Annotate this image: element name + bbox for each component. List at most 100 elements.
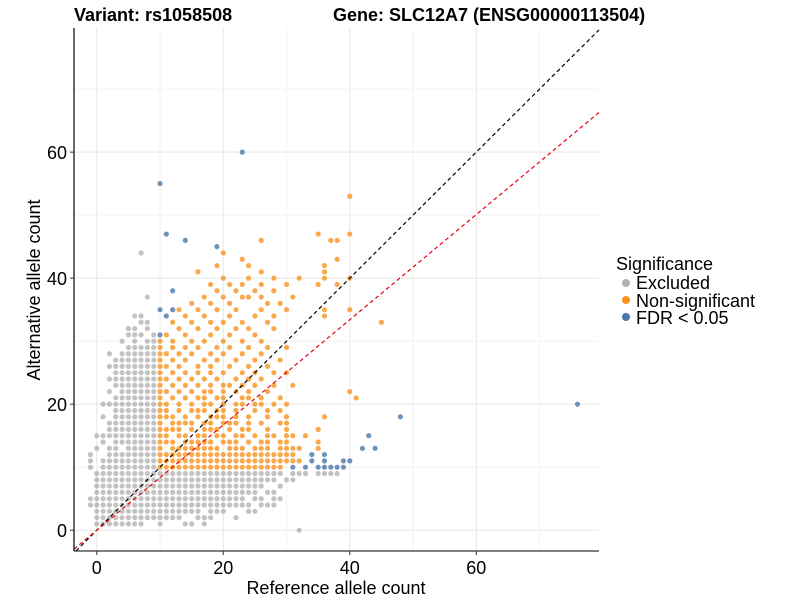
data-point-nonsig — [157, 338, 163, 344]
data-point-excluded — [106, 433, 113, 439]
data-point-nonsig — [258, 451, 264, 458]
data-point-nonsig — [283, 281, 290, 288]
data-point-nonsig — [258, 294, 264, 300]
data-point-excluded — [125, 477, 131, 483]
legend-entry-fdr: FDR < 0.05 — [622, 308, 729, 328]
data-point-excluded — [87, 502, 94, 508]
data-point-nonsig — [271, 288, 277, 294]
data-point-excluded — [132, 483, 138, 489]
data-point-nonsig — [283, 458, 290, 464]
data-point-excluded — [163, 496, 169, 502]
data-point-excluded — [138, 319, 144, 325]
data-point-nonsig — [176, 388, 182, 395]
data-point-nonsig — [258, 464, 264, 470]
data-point-nonsig — [182, 382, 188, 388]
data-point-nonsig — [252, 407, 258, 414]
data-point-nonsig — [227, 445, 233, 451]
data-point-nonsig — [252, 401, 258, 407]
data-point-nonsig — [195, 370, 201, 376]
data-point-nonsig — [296, 445, 302, 451]
data-point-nonsig — [201, 439, 207, 445]
x-tick-label: 20 — [213, 558, 233, 578]
data-point-fdr — [372, 445, 378, 451]
data-point-excluded — [87, 451, 94, 458]
data-point-nonsig — [239, 338, 245, 344]
data-point-excluded — [233, 515, 239, 521]
data-point-nonsig — [201, 357, 207, 363]
data-point-excluded — [233, 496, 239, 502]
data-point-nonsig — [264, 433, 271, 439]
legend-marker-fdr — [622, 313, 630, 321]
data-point-excluded — [277, 483, 283, 489]
data-point-nonsig — [227, 281, 233, 288]
data-point-excluded — [138, 426, 144, 432]
data-point-excluded — [113, 420, 119, 426]
data-point-nonsig — [227, 332, 233, 338]
data-point-nonsig — [334, 281, 340, 288]
data-point-excluded — [125, 401, 131, 407]
data-point-excluded — [195, 496, 201, 502]
data-point-excluded — [233, 470, 239, 477]
data-point-excluded — [239, 483, 245, 489]
data-point-excluded — [132, 515, 138, 521]
data-point-nonsig — [201, 388, 207, 395]
data-point-nonsig — [220, 395, 226, 401]
data-point-nonsig — [189, 420, 195, 426]
data-point-nonsig — [239, 370, 245, 376]
data-point-excluded — [258, 496, 264, 502]
data-point-nonsig — [176, 420, 182, 426]
data-point-nonsig — [283, 439, 290, 445]
data-point-excluded — [132, 508, 138, 514]
data-point-nonsig — [189, 300, 195, 306]
data-point-excluded — [132, 477, 138, 483]
data-point-nonsig — [201, 395, 207, 401]
data-point-nonsig — [170, 382, 176, 388]
data-point-nonsig — [264, 464, 271, 470]
legend-title: Significance — [616, 254, 713, 274]
data-point-excluded — [125, 363, 131, 369]
data-point-excluded — [94, 433, 100, 439]
data-point-nonsig — [195, 269, 201, 275]
data-point-nonsig — [227, 420, 233, 426]
data-point-excluded — [94, 483, 100, 489]
data-point-excluded — [113, 426, 119, 432]
data-point-excluded — [296, 470, 302, 477]
data-point-nonsig — [170, 319, 176, 325]
data-point-nonsig — [233, 401, 239, 407]
data-point-nonsig — [201, 458, 207, 464]
data-point-nonsig — [208, 464, 214, 470]
data-point-excluded — [214, 477, 220, 483]
legend: Significance Excluded Non-significant FD… — [616, 254, 755, 328]
data-point-excluded — [106, 388, 113, 395]
data-point-excluded — [258, 483, 264, 489]
data-point-excluded — [125, 515, 131, 521]
data-point-nonsig — [220, 458, 226, 464]
data-point-excluded — [151, 338, 157, 344]
data-point-excluded — [125, 433, 131, 439]
data-point-excluded — [239, 477, 245, 483]
data-point-excluded — [214, 489, 220, 495]
data-point-nonsig — [233, 464, 239, 470]
data-point-excluded — [106, 502, 113, 508]
data-point-excluded — [144, 433, 150, 439]
data-point-excluded — [106, 483, 113, 489]
data-point-fdr — [214, 244, 220, 250]
data-point-nonsig — [208, 451, 214, 458]
data-point-nonsig — [233, 414, 239, 420]
data-point-nonsig — [220, 338, 226, 344]
data-point-nonsig — [239, 445, 245, 451]
data-point-excluded — [125, 489, 131, 495]
data-point-excluded — [151, 363, 157, 369]
data-point-excluded — [138, 420, 144, 426]
x-tick-label: 40 — [340, 558, 360, 578]
data-point-nonsig — [208, 370, 214, 376]
data-point-excluded — [119, 388, 125, 395]
data-point-nonsig — [201, 376, 207, 382]
data-point-excluded — [138, 401, 144, 407]
data-point-excluded — [132, 382, 138, 388]
data-point-excluded — [100, 508, 106, 514]
data-point-nonsig — [264, 426, 271, 432]
data-point-excluded — [296, 527, 302, 533]
data-point-nonsig — [283, 401, 290, 407]
data-point-nonsig — [170, 445, 176, 451]
